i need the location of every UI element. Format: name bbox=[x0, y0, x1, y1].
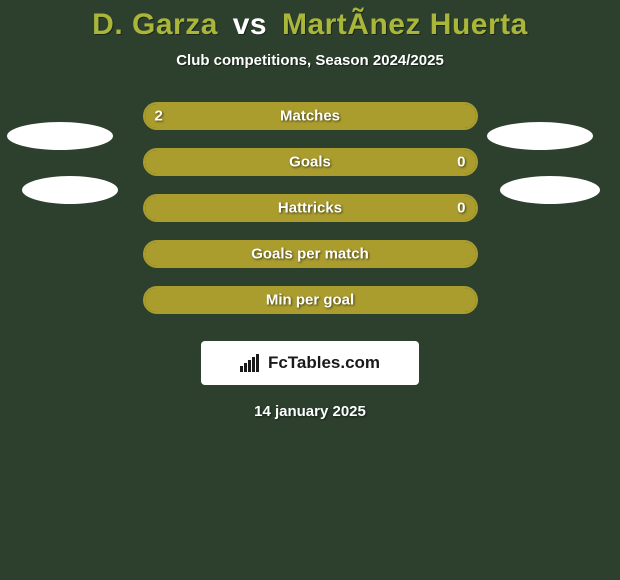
stat-bar-fill bbox=[145, 242, 476, 266]
player1-name: D. Garza bbox=[92, 8, 218, 41]
stat-bar-fill bbox=[145, 104, 476, 128]
stat-value-right: 0 bbox=[457, 200, 465, 217]
stat-bar: Matches2 bbox=[143, 102, 478, 130]
date-text: 14 january 2025 bbox=[0, 403, 620, 420]
stat-row: Min per goal bbox=[0, 277, 620, 323]
stat-row: Hattricks0 bbox=[0, 185, 620, 231]
stat-bar-fill bbox=[145, 288, 476, 312]
stats-chart: Matches2 Goals0 Hattricks0 Goals per match M… bbox=[0, 93, 620, 323]
stat-bar-fill bbox=[145, 196, 476, 220]
stat-row: Goals per match bbox=[0, 231, 620, 277]
page-title: D. Garza vs MartÃ­nez Huerta bbox=[0, 0, 620, 42]
player2-name: MartÃ­nez Huerta bbox=[282, 8, 528, 41]
stat-bar: Hattricks0 bbox=[143, 194, 478, 222]
vs-text: vs bbox=[233, 8, 267, 41]
stat-value-left: 2 bbox=[155, 108, 163, 125]
comparison-card: D. Garza vs MartÃ­nez Huerta Club compet… bbox=[0, 0, 620, 580]
stat-bar: Goals per match bbox=[143, 240, 478, 268]
stat-bar-fill bbox=[145, 150, 476, 174]
stat-bar: Min per goal bbox=[143, 286, 478, 314]
brand-text: FcTables.com bbox=[268, 353, 380, 373]
bars-icon bbox=[240, 354, 262, 372]
subtitle: Club competitions, Season 2024/2025 bbox=[0, 52, 620, 69]
stat-value-right: 0 bbox=[457, 154, 465, 171]
stat-row: Goals0 bbox=[0, 139, 620, 185]
brand-box: FcTables.com bbox=[201, 341, 419, 385]
stat-row: Matches2 bbox=[0, 93, 620, 139]
stat-bar: Goals0 bbox=[143, 148, 478, 176]
